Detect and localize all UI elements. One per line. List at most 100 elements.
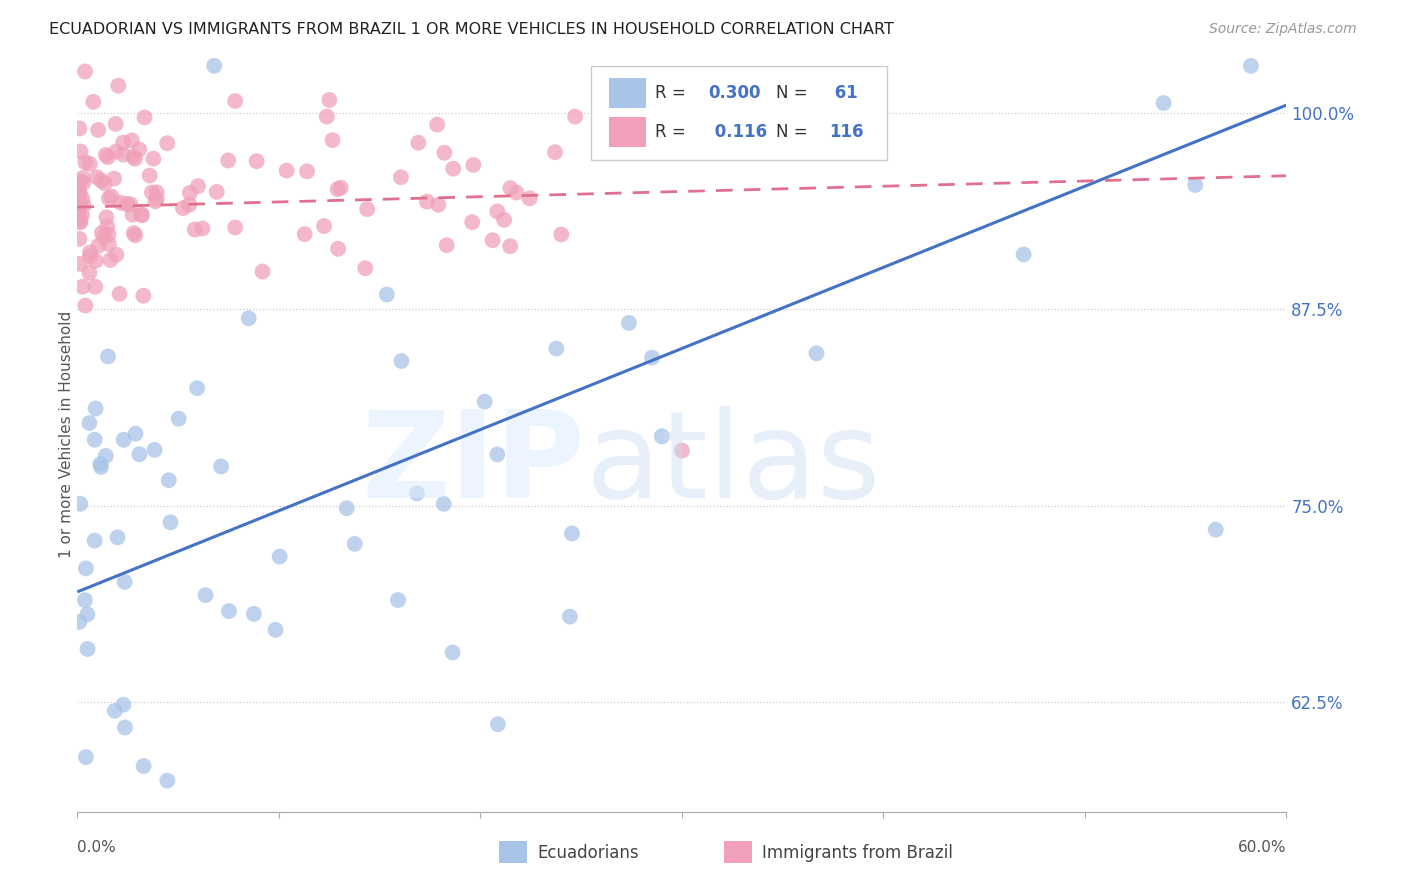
Point [103, 171, 125, 186]
Point [561, 526, 583, 541]
Point [276, 163, 298, 178]
Point [387, 593, 409, 607]
Point [218, 604, 240, 618]
Point [145, 194, 167, 209]
Point [343, 537, 366, 551]
Text: R =: R = [655, 84, 692, 102]
Point [100, 189, 122, 203]
Point [79, 416, 101, 430]
Point [112, 698, 135, 712]
Point [97, 350, 120, 364]
Point [295, 164, 318, 178]
Point [1240, 59, 1263, 73]
Point [83, 433, 105, 447]
Point [156, 136, 179, 151]
Point [205, 185, 228, 199]
Point [671, 443, 693, 458]
Point [82, 95, 104, 109]
Point [67, 211, 90, 225]
Text: 0.116: 0.116 [709, 123, 766, 141]
Point [91, 226, 114, 240]
Point [69, 175, 91, 189]
Point [84, 253, 107, 268]
Point [141, 186, 163, 200]
Point [499, 181, 522, 195]
Point [120, 197, 142, 211]
Point [505, 186, 527, 200]
Point [252, 264, 274, 278]
Point [246, 154, 269, 169]
Point [356, 202, 378, 216]
Point [128, 143, 150, 157]
Point [72, 170, 94, 185]
Text: N =: N = [776, 84, 813, 102]
Point [108, 286, 131, 301]
Text: 0.300: 0.300 [709, 84, 761, 102]
Point [97, 227, 120, 242]
Point [142, 152, 165, 166]
Point [179, 186, 201, 200]
Point [426, 118, 449, 132]
Point [217, 153, 239, 168]
Point [441, 645, 464, 659]
Point [70, 208, 93, 222]
Point [408, 136, 430, 150]
Point [79, 245, 101, 260]
Point [131, 207, 153, 221]
Text: 61: 61 [830, 84, 858, 102]
Point [115, 197, 138, 211]
Point [75, 299, 97, 313]
Point [79, 266, 101, 280]
Point [83, 533, 105, 548]
Point [191, 221, 214, 235]
Point [463, 158, 485, 172]
Point [131, 209, 153, 223]
Point [187, 179, 209, 194]
Point [86, 170, 108, 185]
Point [391, 354, 413, 368]
Point [72, 279, 94, 293]
Point [107, 530, 129, 544]
Point [69, 215, 91, 229]
Point [546, 342, 568, 356]
Point [98, 252, 121, 267]
Point [167, 411, 190, 425]
Point [427, 198, 450, 212]
Point [224, 220, 246, 235]
Point [550, 227, 572, 242]
FancyBboxPatch shape [592, 65, 887, 160]
Point [416, 194, 439, 209]
Point [321, 133, 343, 147]
Point [69, 186, 91, 201]
Point [461, 215, 484, 229]
Point [441, 161, 464, 176]
Point [114, 574, 136, 589]
Point [112, 136, 135, 150]
Point [122, 149, 145, 163]
Point [651, 429, 673, 443]
Point [1153, 96, 1175, 111]
Point [326, 242, 349, 256]
Point [69, 145, 91, 159]
Point [209, 459, 232, 474]
Point [336, 501, 359, 516]
Point [69, 257, 91, 271]
Point [94, 449, 117, 463]
Point [143, 442, 166, 457]
Point [375, 287, 398, 301]
Text: Ecuadorians: Ecuadorians [537, 844, 638, 862]
Point [89, 457, 111, 471]
Point [94, 177, 117, 191]
Text: Immigrants from Brazil: Immigrants from Brazil [762, 844, 953, 862]
Point [121, 133, 143, 147]
Point [90, 459, 112, 474]
Point [389, 170, 412, 185]
Point [486, 447, 509, 461]
Y-axis label: 1 or more Vehicles in Household: 1 or more Vehicles in Household [59, 311, 73, 558]
Bar [609, 117, 645, 147]
Text: N =: N = [776, 123, 813, 141]
Point [134, 111, 156, 125]
Point [264, 623, 287, 637]
Text: 116: 116 [830, 123, 863, 141]
Bar [609, 78, 645, 108]
